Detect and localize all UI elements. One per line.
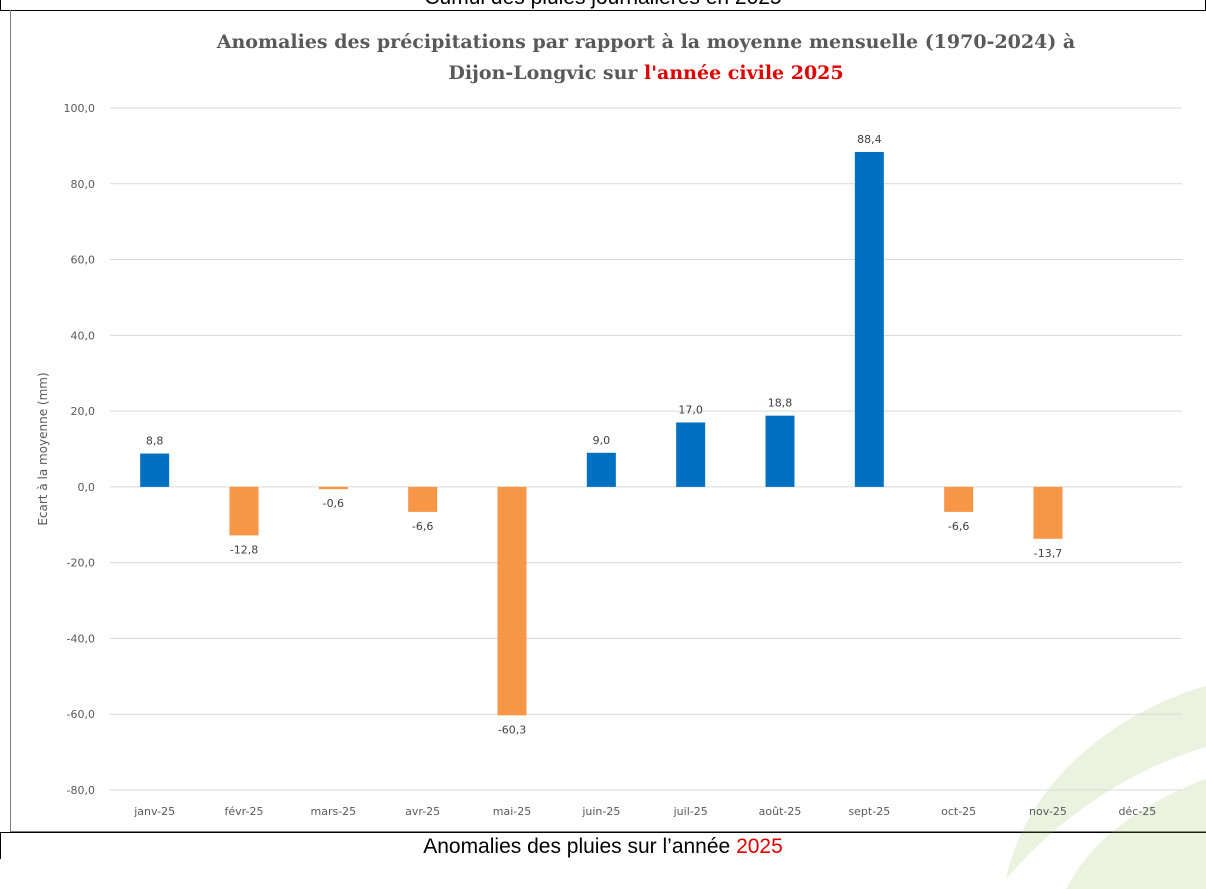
x-tick-label: déc-25 <box>1118 805 1156 818</box>
y-tick-label: 40,0 <box>71 329 96 342</box>
value-label: 17,0 <box>678 403 703 416</box>
x-tick-label: janv-25 <box>133 805 175 818</box>
y-tick-label: -40,0 <box>67 632 95 645</box>
y-tick-labels: 100,0 80,0 60,0 40,0 20,0 0,0 -20,0 -40,0 -60,0 -… <box>64 102 96 797</box>
x-tick-label: juin-25 <box>581 805 620 818</box>
bar <box>676 422 706 487</box>
x-tick-label: nov-25 <box>1029 805 1067 818</box>
value-label: -6,6 <box>948 520 969 533</box>
value-label: -6,6 <box>412 520 433 533</box>
y-tick-label: 0,0 <box>78 481 96 494</box>
x-tick-label: oct-25 <box>941 805 976 818</box>
y-axis-label: Ecart à la moyenne (mm) <box>36 372 50 525</box>
bar <box>318 486 348 490</box>
x-tick-label: févr-25 <box>225 805 264 818</box>
x-tick-labels: janv-25 févr-25 mars-25 avr-25 mai-25 juin-25… <box>133 805 1156 818</box>
y-tick-label: 80,0 <box>71 178 96 191</box>
bottom-caption-year: 2025 <box>736 835 783 858</box>
bar <box>586 452 616 487</box>
frame-bottom-rule <box>0 832 1206 833</box>
value-label: 18,8 <box>768 397 793 410</box>
chart-border-left <box>10 10 11 832</box>
bar <box>140 453 170 487</box>
bar <box>854 151 884 487</box>
x-tick-label: sept-25 <box>848 805 890 818</box>
y-tick-label: 60,0 <box>71 254 96 267</box>
top-caption: Cumul des pluies journalières en 2025 <box>0 0 1206 10</box>
x-tick-label: avr-25 <box>405 805 440 818</box>
y-tick-label: -60,0 <box>67 708 95 721</box>
value-label: -13,7 <box>1034 547 1062 560</box>
value-label: -0,6 <box>323 497 344 510</box>
y-tick-label: 20,0 <box>71 405 96 418</box>
x-tick-label: août-25 <box>759 805 802 818</box>
bottom-caption: Anomalies des pluies sur l’année 2025 <box>0 834 1206 859</box>
bar <box>497 486 527 716</box>
y-tick-label: 100,0 <box>64 102 96 115</box>
bar <box>765 415 795 487</box>
chart-title-line1: Anomalies des précipitations par rapport… <box>216 31 1076 53</box>
top-caption-frame: Cumul des pluies journalières en 2025 <box>0 0 1206 10</box>
chart-title-line2: Dijon-Longvic sur l'année civile 2025 <box>448 62 843 84</box>
bottom-caption-text: Anomalies des pluies sur l’année <box>423 835 731 858</box>
x-tick-label: mai-25 <box>493 805 531 818</box>
bar <box>944 486 974 512</box>
value-labels: 8,8 -12,8 -0,6 -6,6 -60,3 9,0 17,0 18,8 88,4 -6,6… <box>146 133 1062 736</box>
precipitation-anomaly-chart: Anomalies des précipitations par rapport… <box>36 31 1182 818</box>
x-tick-label: mars-25 <box>310 805 356 818</box>
gridlines <box>110 107 1182 791</box>
bars <box>140 151 1063 716</box>
y-tick-label: -20,0 <box>67 557 95 570</box>
y-tick-label: -80,0 <box>67 784 95 797</box>
value-label: -12,8 <box>230 543 258 556</box>
bar <box>408 486 438 512</box>
chart-border-bottom <box>10 831 1206 832</box>
frame-top-rule <box>0 10 1206 11</box>
value-label: 88,4 <box>857 133 882 146</box>
bar <box>1033 486 1063 539</box>
value-label: 8,8 <box>146 435 164 448</box>
value-label: -60,3 <box>498 723 526 736</box>
bar <box>229 486 259 536</box>
chart-title-line2-prefix: Dijon-Longvic sur <box>448 62 644 84</box>
frame-left-top <box>0 0 1 10</box>
value-label: 9,0 <box>593 434 611 447</box>
frame-left-bottom <box>0 832 1 859</box>
chart-title-highlight: l'année civile 2025 <box>644 62 844 84</box>
x-tick-label: juil-25 <box>673 805 708 818</box>
